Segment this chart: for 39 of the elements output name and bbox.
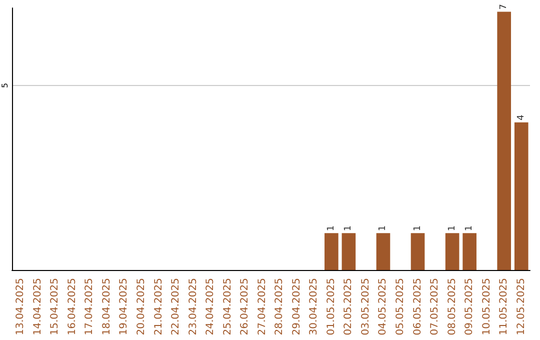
x-tick-label: 10.05.2025 <box>481 278 492 336</box>
x-tick-label: 29.04.2025 <box>291 278 302 336</box>
x-tick-label: 08.05.2025 <box>446 278 458 336</box>
x-tick-label: 02.05.2025 <box>343 278 354 336</box>
x-tick-label: 22.04.2025 <box>170 278 182 336</box>
x-tick-label: 13.04.2025 <box>15 278 26 336</box>
x-tick-label: 15.04.2025 <box>50 278 61 336</box>
x-tick-label: 27.04.2025 <box>256 278 268 336</box>
x-tick-label: 09.05.2025 <box>464 278 476 336</box>
x-tick-label: 21.04.2025 <box>153 278 164 336</box>
data-label: 1 <box>344 225 354 232</box>
x-tick-label: 14.04.2025 <box>32 278 44 336</box>
x-tick-label: 30.04.2025 <box>308 278 320 336</box>
x-tick-label: 01.05.2025 <box>326 278 337 336</box>
x-tick-label: 18.04.2025 <box>101 278 112 336</box>
data-label: 7 <box>499 4 510 10</box>
x-tick-label: 12.05.2025 <box>516 278 527 336</box>
x-tick-label: 23.04.2025 <box>188 278 199 336</box>
data-label: 1 <box>464 225 475 232</box>
x-tick-label: 26.04.2025 <box>240 278 251 336</box>
x-tick-label: 19.04.2025 <box>118 278 130 336</box>
y-tick-label: 5 <box>0 82 10 88</box>
x-tick-label: 11.05.2025 <box>498 278 510 336</box>
x-tick-label: 04.05.2025 <box>378 278 389 336</box>
x-tick-label: 06.05.2025 <box>412 278 424 336</box>
x-tick-label: 17.04.2025 <box>84 278 96 336</box>
x-tick-label: 20.04.2025 <box>136 278 147 336</box>
x-tick-label: 25.04.2025 <box>222 278 234 336</box>
x-tick-label: 28.04.2025 <box>274 278 286 336</box>
data-label: 1 <box>412 225 423 232</box>
x-tick-label: 16.04.2025 <box>66 278 78 336</box>
data-label: 4 <box>516 114 526 120</box>
x-tick-label: 03.05.2025 <box>360 278 372 336</box>
x-tick-label: 07.05.2025 <box>430 278 441 336</box>
x-tick-label: 05.05.2025 <box>395 278 406 336</box>
data-label: 1 <box>447 225 458 232</box>
data-label: 1 <box>378 225 388 232</box>
data-label: 1 <box>326 225 336 232</box>
x-tick-label: 24.04.2025 <box>205 278 216 336</box>
